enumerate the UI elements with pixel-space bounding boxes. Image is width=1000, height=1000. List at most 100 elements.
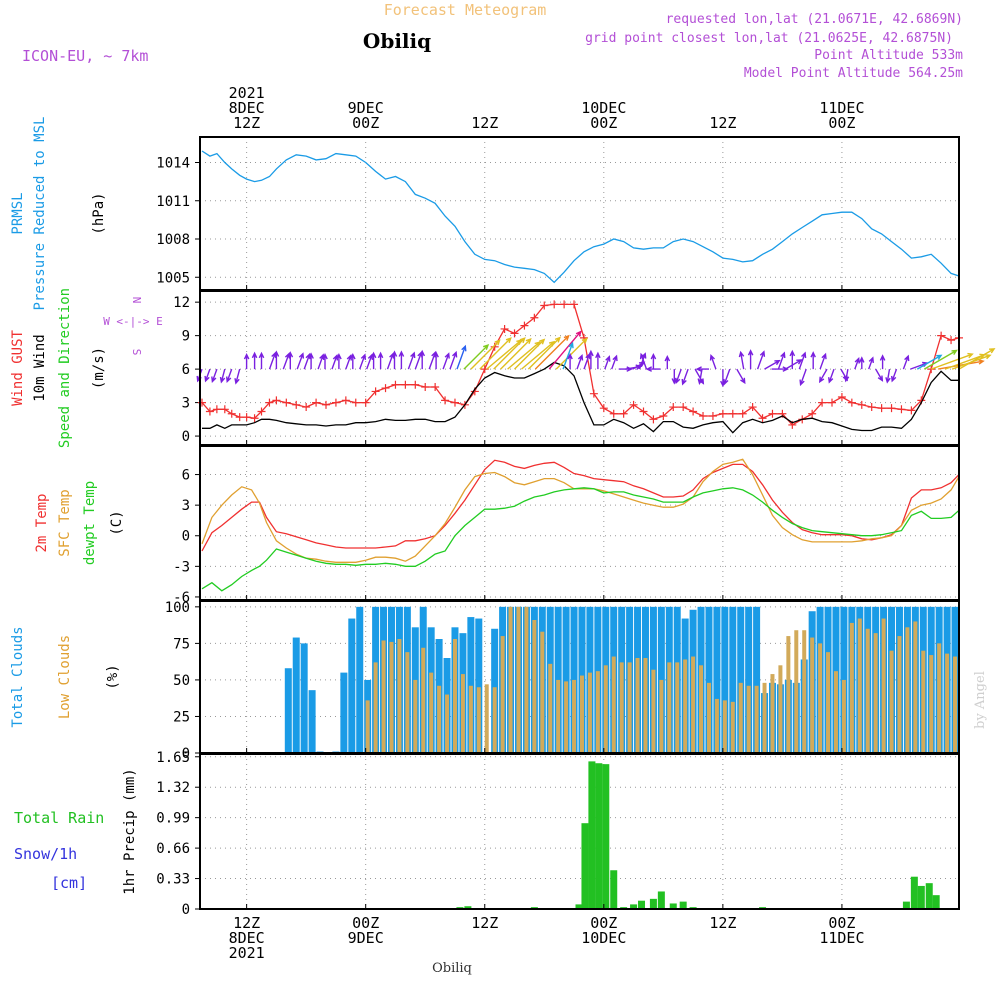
gust-marker [401, 380, 410, 389]
low-cloud-bar [468, 685, 473, 753]
gust-marker [808, 409, 817, 418]
y-tick-label: 1.32 [156, 780, 190, 796]
low-cloud-bar [778, 665, 783, 753]
wind-direction-arrow [407, 351, 416, 370]
wind-direction-arrow [938, 359, 985, 370]
wind-direction-arrow [789, 349, 796, 370]
panel-frame [199, 445, 960, 601]
gust-marker [272, 396, 281, 405]
y-tick-label: 0 [182, 746, 190, 762]
wind-direction-arrow [819, 352, 827, 370]
y-axis-label: Total Clouds [10, 626, 26, 727]
low-cloud-bar [643, 658, 648, 753]
low-cloud-bar [873, 633, 878, 753]
gust-marker [265, 398, 274, 407]
y-tick-label: 50 [173, 673, 190, 689]
panel-frame [199, 136, 960, 291]
bottom-time-label: 9DEC [348, 929, 384, 947]
y-axis-label: Low Clouds [57, 635, 73, 719]
snow-unit-label: [cm] [51, 874, 87, 892]
total-cloud-bar [308, 690, 316, 753]
bottom-time-label: 00Z [590, 914, 617, 932]
total-cloud-bar [340, 672, 348, 753]
wind-direction-arrow [828, 368, 835, 384]
wind-direction-arrow [681, 368, 689, 386]
rain-bar [464, 906, 472, 909]
y-axis-label: Speed and Direction [57, 288, 73, 448]
gust-marker [818, 398, 827, 407]
low-cloud-bar [524, 606, 529, 753]
gust-marker [220, 405, 229, 414]
panel-frame [199, 753, 960, 910]
y-tick-label: 1005 [156, 270, 190, 286]
low-cloud-bar [714, 698, 719, 753]
gust-marker [748, 403, 757, 412]
wind-direction-arrow [204, 368, 211, 383]
total-cloud-bar [745, 606, 753, 753]
wind-direction-arrow [548, 330, 582, 370]
y-axis-label: 10m Wind [32, 334, 48, 401]
rain-bar [649, 898, 657, 909]
wind-direction-arrow [317, 353, 325, 370]
low-cloud-bar [913, 621, 918, 753]
top-time-label: 00Z [590, 114, 617, 132]
y-axis-label: (m/s) [91, 347, 107, 389]
low-cloud-bar [556, 679, 561, 753]
low-cloud-bar [722, 700, 727, 753]
wind-direction-arrow [514, 338, 546, 370]
y-tick-label: 75 [173, 636, 190, 652]
bottom-time-label: 8DEC [229, 929, 265, 947]
y-tick-label: 0.33 [156, 872, 190, 888]
low-cloud-bar [810, 637, 815, 753]
total-cloud-bar [348, 618, 356, 753]
wind-direction-arrow [879, 354, 886, 370]
gust-marker [450, 398, 459, 407]
wind-direction-arrow [322, 353, 328, 370]
wind-direction-arrow [226, 368, 233, 384]
wind-direction-arrow [695, 366, 709, 372]
gust-marker [227, 409, 236, 418]
low-cloud-bar [484, 684, 489, 753]
wind-direction-arrow [359, 353, 367, 370]
total-cloud-bar [467, 617, 475, 753]
gust-marker [699, 411, 708, 420]
y-tick-label: 1.65 [156, 750, 190, 766]
low-cloud-bar [429, 672, 434, 753]
gust-marker [441, 396, 450, 405]
gust-marker [609, 409, 618, 418]
gust-marker [937, 331, 946, 340]
wind-direction-arrow [391, 350, 398, 370]
rain-bar [575, 904, 583, 909]
y-tick-label: 25 [173, 709, 190, 725]
wind-direction-arrow [747, 349, 754, 370]
gust-marker [619, 409, 628, 418]
wind-direction-arrow [336, 353, 342, 370]
gust-marker [411, 380, 420, 389]
low-cloud-bar [627, 662, 632, 753]
model-label: ICON-EU, ~ 7km [22, 47, 148, 65]
bottom-time-label: 2021 [229, 944, 265, 962]
total-cloud-bar [737, 606, 745, 753]
y-axis-label: (hPa) [91, 192, 107, 234]
wind-direction-arrow [442, 352, 450, 370]
top-time-label: 9DEC [348, 99, 384, 117]
total-cloud-bar [284, 668, 292, 753]
low-cloud-bar [738, 682, 743, 753]
low-cloud-bar [762, 682, 767, 753]
wind-direction-arrow [308, 352, 314, 370]
gust-marker [669, 403, 678, 412]
wind-direction-arrow [697, 368, 703, 386]
wind-direction-arrow [650, 353, 657, 370]
low-cloud-bar [905, 627, 910, 753]
low-cloud-bar [706, 682, 711, 753]
gust-marker [570, 300, 579, 309]
gust-marker [292, 400, 301, 409]
gust-marker [897, 405, 906, 414]
y-tick-label: 0.66 [156, 841, 190, 857]
low-cloud-bar [572, 679, 577, 753]
wind-direction-arrow [287, 351, 294, 370]
gust-marker [589, 389, 598, 398]
gust-marker [331, 398, 340, 407]
gust-marker [421, 382, 430, 391]
station-title: Obiliq [363, 29, 431, 53]
